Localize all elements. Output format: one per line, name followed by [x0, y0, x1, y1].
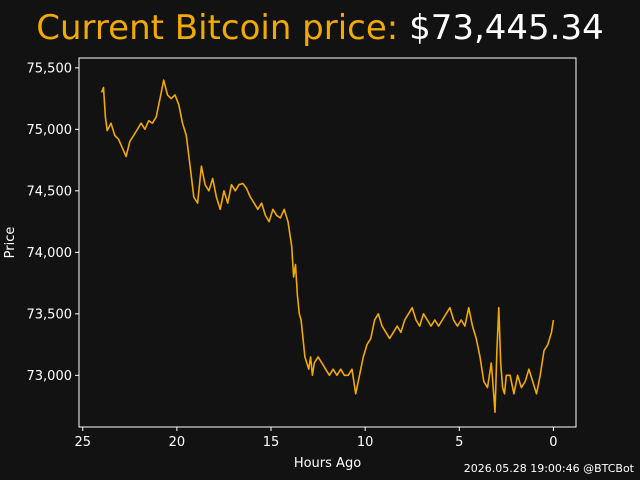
y-tick-label: 74,000 [27, 246, 73, 261]
plot-frame [78, 57, 577, 428]
title-price: $73,445.34 [409, 8, 604, 48]
y-tick-label: 75,000 [27, 123, 73, 138]
price-series-line [100, 79, 555, 414]
y-tick-label: 74,500 [27, 184, 73, 199]
x-tick-label: 25 [74, 435, 91, 450]
x-tick-label: 10 [357, 435, 374, 450]
x-tick-label: 20 [169, 435, 186, 450]
y-axis-label: Price [3, 227, 18, 259]
timestamp-footer: 2026.05.28 19:00:46 @BTCBot [463, 462, 634, 475]
y-tick-label: 75,500 [27, 61, 73, 76]
y-tick-label: 73,000 [27, 369, 73, 384]
title-label: Current Bitcoin price: [36, 8, 410, 48]
x-axis-label: Hours Ago [294, 456, 361, 471]
y-tick-label: 73,500 [27, 307, 73, 322]
x-tick-label: 15 [263, 435, 280, 450]
chart-title: Current Bitcoin price: $73,445.34 [0, 6, 640, 50]
x-tick-label: 5 [455, 435, 463, 450]
x-tick-label: 0 [549, 435, 557, 450]
